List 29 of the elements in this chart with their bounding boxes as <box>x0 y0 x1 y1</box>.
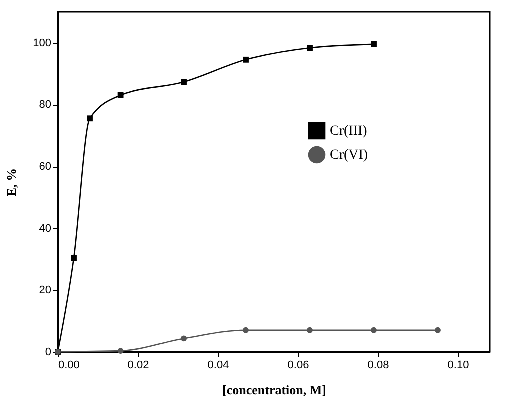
y-tick-label: 0 <box>45 346 52 358</box>
point <box>181 79 187 86</box>
legend-label: Cr(III) <box>330 124 368 139</box>
x-tick-label: 0.10 <box>448 360 470 372</box>
point <box>307 327 313 334</box>
x-tick-label: 0.04 <box>208 360 230 372</box>
y-tick-label: 20 <box>39 284 52 297</box>
point <box>118 348 124 354</box>
point <box>371 41 377 48</box>
point <box>435 327 441 334</box>
legend-label: Cr(VI) <box>330 148 368 163</box>
y-tick-label: 100 <box>33 37 52 50</box>
point <box>181 336 187 342</box>
y-tick-label: 80 <box>39 99 52 112</box>
point <box>87 116 93 122</box>
x-axis-title: [concentration, M] <box>222 382 326 398</box>
point <box>71 255 77 262</box>
x-tick-label: 0.08 <box>368 360 390 372</box>
y-tick-label: 40 <box>39 222 52 235</box>
x-tick-label: 0.00 <box>58 360 80 372</box>
x-tick-label: 0.02 <box>128 360 150 372</box>
x-tick-label: 0.06 <box>288 360 310 372</box>
point <box>243 327 249 334</box>
point <box>118 92 124 98</box>
point <box>243 56 249 63</box>
y-tick-label: 60 <box>39 161 52 174</box>
point <box>307 45 313 52</box>
y-axis-title: E, % <box>4 168 20 197</box>
point <box>371 327 377 334</box>
